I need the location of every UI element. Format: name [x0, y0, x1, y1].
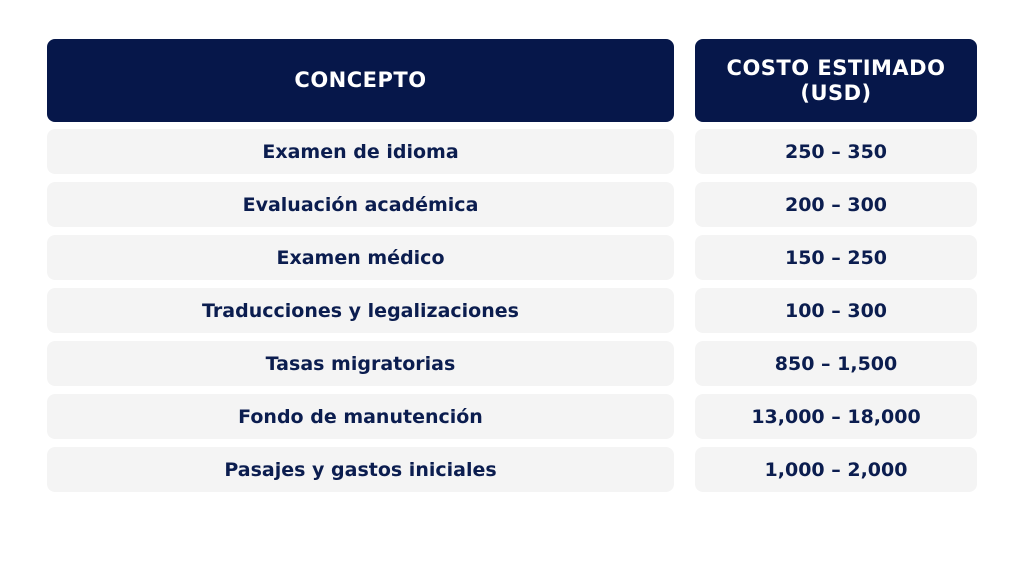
concept-cell: Evaluación académica: [47, 182, 674, 227]
cost-cell: 100 – 300: [695, 288, 977, 333]
concept-label: Traducciones y legalizaciones: [202, 299, 519, 322]
cost-value: 850 – 1,500: [774, 352, 898, 375]
cost-value: 150 – 250: [784, 246, 888, 269]
header-concept-label: CONCEPTO: [294, 68, 427, 92]
header-concept: CONCEPTO: [47, 39, 674, 122]
concept-label: Evaluación académica: [242, 193, 479, 216]
table-row: Fondo de manutención 13,000 – 18,000: [47, 394, 977, 439]
concept-cell: Tasas migratorias: [47, 341, 674, 386]
cost-cell: 200 – 300: [695, 182, 977, 227]
table-row: Examen médico 150 – 250: [47, 235, 977, 280]
table-header-row: CONCEPTO COSTO ESTIMADO (USD): [47, 39, 977, 122]
cost-cell: 13,000 – 18,000: [695, 394, 977, 439]
cost-cell: 250 – 350: [695, 129, 977, 174]
cost-table: CONCEPTO COSTO ESTIMADO (USD) Examen de …: [47, 39, 977, 500]
concept-cell: Examen médico: [47, 235, 674, 280]
cost-value: 250 – 350: [784, 140, 888, 163]
concept-label: Tasas migratorias: [265, 352, 456, 375]
concept-cell: Pasajes y gastos iniciales: [47, 447, 674, 492]
cost-cell: 150 – 250: [695, 235, 977, 280]
cost-value: 1,000 – 2,000: [764, 458, 908, 481]
concept-label: Pasajes y gastos iniciales: [224, 458, 497, 481]
cost-cell: 850 – 1,500: [695, 341, 977, 386]
concept-cell: Traducciones y legalizaciones: [47, 288, 674, 333]
cost-value: 100 – 300: [784, 299, 888, 322]
header-cost-label: COSTO ESTIMADO (USD): [726, 55, 946, 105]
table-row: Traducciones y legalizaciones 100 – 300: [47, 288, 977, 333]
concept-cell: Fondo de manutención: [47, 394, 674, 439]
table-row: Examen de idioma 250 – 350: [47, 129, 977, 174]
concept-label: Examen de idioma: [262, 140, 459, 163]
cost-cell: 1,000 – 2,000: [695, 447, 977, 492]
concept-label: Examen médico: [276, 246, 445, 269]
header-cost: COSTO ESTIMADO (USD): [695, 39, 977, 122]
table-row: Evaluación académica 200 – 300: [47, 182, 977, 227]
table-row: Pasajes y gastos iniciales 1,000 – 2,000: [47, 447, 977, 492]
cost-value: 200 – 300: [784, 193, 888, 216]
table-row: Tasas migratorias 850 – 1,500: [47, 341, 977, 386]
cost-value: 13,000 – 18,000: [751, 405, 921, 428]
concept-cell: Examen de idioma: [47, 129, 674, 174]
concept-label: Fondo de manutención: [238, 405, 483, 428]
